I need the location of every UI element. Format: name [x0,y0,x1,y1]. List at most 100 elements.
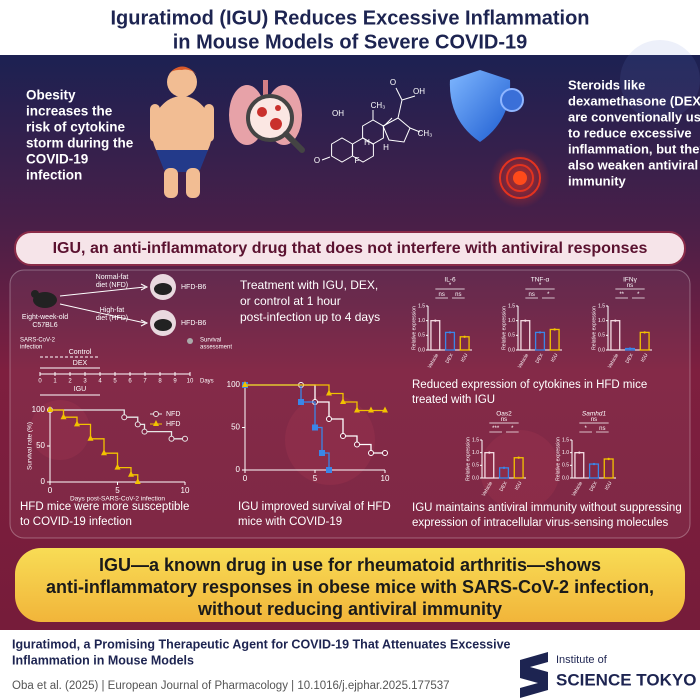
timeline-tick-label: 6 [128,379,132,385]
y-tick-label: 1.5 [472,437,479,443]
survival-dot [187,338,193,344]
point [319,450,325,456]
diet-label: diet (NFD) [96,282,128,289]
timeline-tick-label: 3 [83,379,87,385]
mouse-icons [31,274,176,336]
chart-title: IL-6 [444,277,456,284]
point [141,428,148,435]
y-axis-label: Survival rate (%) [27,422,34,470]
header-title: Iguratimod (IGU) Reduces Excessive Infla… [110,7,589,29]
obesity-text: Obesity [26,88,76,103]
timeline-label: infection [20,345,42,351]
category-label: IGU [514,480,524,491]
banner-box [14,231,686,266]
category-label: IGU [604,480,614,491]
legend-label: HFD [166,421,180,428]
obesity-text: risk of cytokine [26,120,126,135]
caption: expression of intracellular virus-sensin… [412,517,669,529]
molecule-label: CH₃ [418,129,433,138]
sig-label: * [584,426,587,432]
x-tick-label: 5 [115,486,120,495]
chart-title: Samhd1 [582,411,607,418]
timeline-tick-label: 2 [68,379,72,385]
x-tick-label: 0 [243,474,248,483]
molecule-label: CH₃ [371,101,386,110]
bar-dot [463,335,466,338]
y-axis-label: Relative expression [465,437,471,481]
timeline-tick-label: 1 [53,379,57,385]
steroids-text: dexamethasone (DEX) [568,93,700,108]
category-label: DEX [535,352,546,364]
bar-dot [524,319,527,322]
bar-dot [607,457,610,461]
citation: Oba et al. (2025) | European Journal of … [12,680,450,692]
point [101,449,107,456]
bar-dot [434,319,437,322]
treatment-note: post-infection up to 4 days [240,310,380,324]
x-tick-label: 10 [381,474,390,483]
bar-dot [614,319,617,322]
chart-title: Oas2 [496,411,512,418]
diet-label: High-fat [100,307,125,314]
molecule-label: OH [332,109,344,118]
sig-label: ns [599,426,605,432]
conclusion-box [15,548,685,622]
group-label: HFD-B6 [181,284,206,291]
sig-label: ns [528,292,534,298]
logo-mark [520,652,548,698]
bar-dot [643,331,646,334]
point [326,389,332,396]
header-title: in Mouse Models of Severe COVID-19 [173,31,528,53]
molecule-label: O [314,156,320,165]
y-tick-label: 0.5 [562,463,569,469]
y-tick-label: 1.0 [562,450,569,456]
steroids-text: immunity [568,173,627,188]
obesity-text: storm during the [26,136,134,151]
x-tick-label: 5 [313,474,318,483]
y-tick-label: 1.5 [598,303,605,309]
y-tick-label: 0.0 [472,475,479,481]
y-tick-label: 1.0 [598,318,605,324]
point [368,406,374,413]
point [114,463,121,470]
y-axis-label: Relative expression [501,306,507,350]
y-tick-label: 0.5 [598,333,605,339]
caption: HFD mice were more susceptible [20,501,189,513]
steroids-text: are conventionally used [568,109,700,124]
legend-label: NFD [166,411,180,418]
timeline-tick-label: 0 [38,379,42,385]
y-tick-label: 0.5 [418,333,425,339]
legend-marker [153,420,159,426]
timeline-tick-label: 7 [143,379,147,385]
footer-bg [0,630,700,700]
y-tick-label: 100 [227,380,241,389]
point [168,435,175,442]
timeline-tick-label: 5 [113,379,117,385]
category-label: DEX [499,480,510,492]
point [298,399,304,405]
caption: IGU maintains antiviral immunity without… [412,502,682,514]
sig-label: ns [501,417,507,423]
timeline-tick-label: 9 [173,379,177,385]
y-axis-label: Relative expression [555,437,561,481]
molecule-label: H [383,143,389,152]
footer-title: Iguratimod, a Promising Therapeutic Agen… [12,637,511,651]
timeline-tick-label: 8 [158,379,162,385]
diet-label: diet (HFD) [96,315,128,322]
results-panel [9,269,691,539]
sig-label: ** [619,292,624,298]
mouse-label: Eight-week-old [22,314,68,321]
group-label: HFD-B6 [181,320,206,327]
shield-icon [449,70,524,142]
sig-label: ns [591,417,597,423]
caption: mice with COVID-19 [238,516,342,528]
sig-label: * [637,292,640,298]
diet-label: Normal-fat [96,274,129,281]
timeline-label: assessment [200,345,232,351]
y-tick-label: 0 [41,477,46,486]
point [382,406,388,413]
category-label: IGU [640,352,650,363]
bar-dot [592,462,596,466]
y-tick-label: 50 [231,423,240,432]
obese-person-icon [150,66,214,198]
